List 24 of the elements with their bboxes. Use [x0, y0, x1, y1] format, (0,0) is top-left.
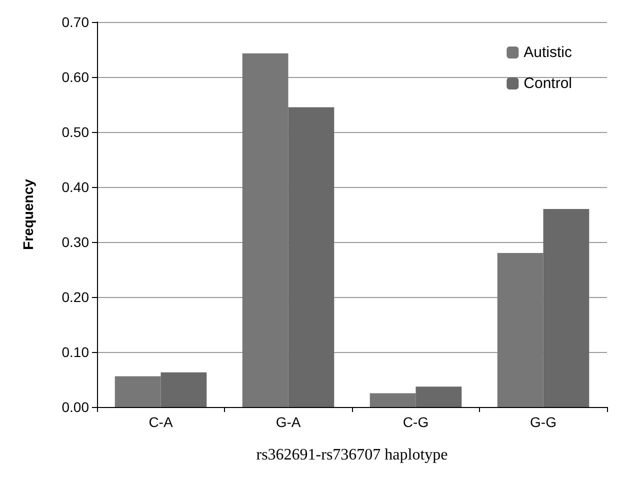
bar [242, 53, 288, 407]
legend-label: Autistic [524, 44, 572, 61]
bar [288, 107, 334, 407]
legend-label: Control [524, 75, 572, 92]
x-axis-title: rs362691-rs736707 haplotype [256, 446, 448, 464]
bar [370, 393, 416, 407]
bar [114, 376, 161, 407]
y-tick-label: 0.10 [62, 344, 90, 360]
x-tick-label: C-A [148, 414, 174, 430]
bar [160, 372, 207, 407]
x-tick-label: G-A [276, 414, 302, 430]
bar [416, 386, 462, 407]
bar [543, 209, 590, 407]
y-tick-label: 0.50 [62, 124, 90, 140]
y-tick-label: 0.00 [62, 399, 90, 415]
y-tick-label: 0.20 [62, 289, 90, 305]
x-tick-label: G-G [530, 414, 556, 430]
y-tick-label: 0.40 [62, 179, 90, 195]
y-tick-label: 0.30 [62, 234, 90, 250]
x-tick-label: C-G [402, 414, 429, 430]
y-axis-title: Frequency [20, 178, 36, 250]
bar [497, 253, 544, 407]
y-tick-label: 0.70 [62, 14, 90, 30]
y-tick-label: 0.60 [62, 69, 90, 85]
